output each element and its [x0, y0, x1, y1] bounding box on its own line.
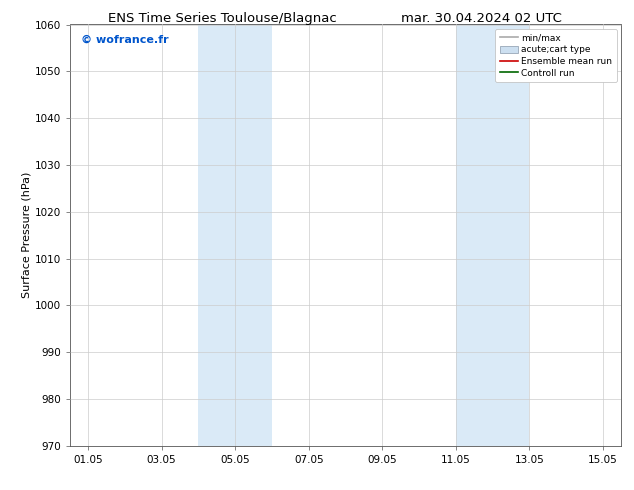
Legend: min/max, acute;cart type, Ensemble mean run, Controll run: min/max, acute;cart type, Ensemble mean …: [495, 29, 617, 82]
Y-axis label: Surface Pressure (hPa): Surface Pressure (hPa): [22, 172, 32, 298]
Bar: [198, 24, 272, 446]
Text: © wofrance.fr: © wofrance.fr: [81, 35, 169, 45]
Text: mar. 30.04.2024 02 UTC: mar. 30.04.2024 02 UTC: [401, 12, 562, 25]
Text: ENS Time Series Toulouse/Blagnac: ENS Time Series Toulouse/Blagnac: [108, 12, 336, 25]
Bar: [456, 24, 529, 446]
